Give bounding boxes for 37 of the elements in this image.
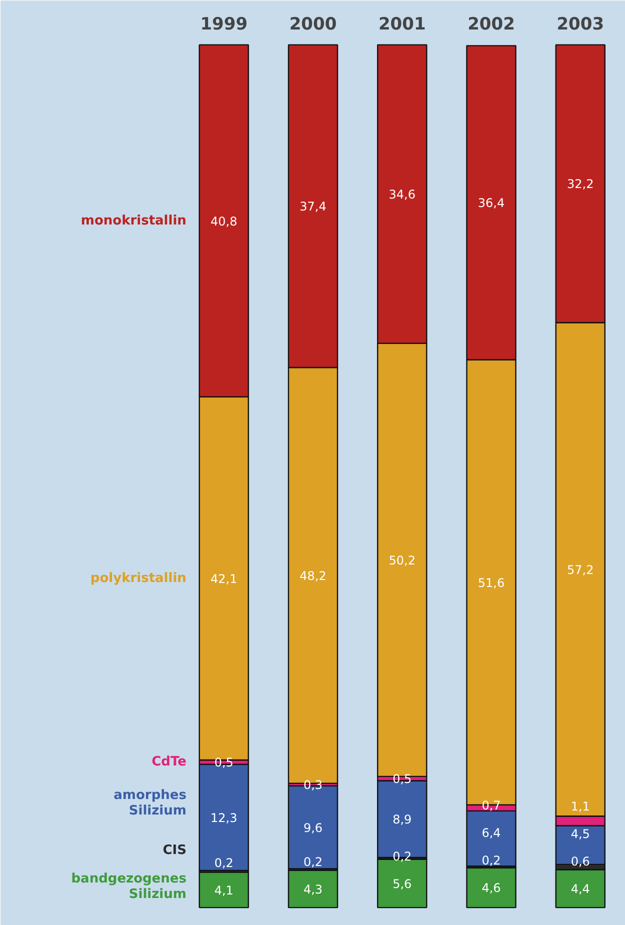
data-label: 40,8 (210, 214, 238, 228)
data-label: 9,6 (303, 820, 323, 835)
data-label: 42,1 (210, 572, 238, 586)
data-label: 48,2 (300, 568, 326, 583)
data-label: 51,6 (478, 576, 505, 590)
x-tick-label: 2001 (378, 14, 426, 34)
data-label: 6,4 (482, 826, 501, 840)
data-label: 0,2 (392, 849, 412, 864)
data-label: 32,2 (567, 177, 594, 192)
data-label: 57,2 (567, 562, 594, 577)
data-label: 4,3 (303, 882, 323, 897)
data-label: 12,3 (210, 810, 238, 825)
x-tick-label: 1999 (200, 14, 248, 34)
data-label: 0,2 (482, 854, 501, 868)
data-label: 34,6 (388, 188, 416, 202)
series-label: CdTe (152, 754, 187, 770)
series-label: amorphes Silizium (114, 788, 187, 819)
data-label: 8,9 (392, 812, 412, 827)
data-label: 4,1 (214, 883, 234, 898)
series-label: polykristallin (90, 570, 186, 586)
data-label: 4,6 (482, 881, 501, 896)
data-label: 0,2 (303, 854, 323, 869)
data-label: 0,5 (214, 756, 234, 770)
data-label: 4,4 (570, 882, 590, 896)
data-label: 50,2 (388, 553, 416, 568)
data-label: 1,1 (570, 799, 590, 814)
series-label: bandgezogenes Silizium (71, 871, 187, 902)
data-label: 0,2 (214, 856, 234, 870)
data-label: 36,4 (478, 196, 505, 210)
data-label: 5,6 (392, 876, 412, 891)
data-label: 4,5 (570, 826, 590, 841)
x-tick-label: 2000 (289, 14, 337, 34)
series-label: monokristallin (80, 213, 186, 228)
data-label: 37,4 (300, 200, 326, 214)
x-tick-label: 2002 (468, 14, 515, 34)
series-label: CIS (162, 843, 186, 858)
x-tick-label: 2003 (556, 14, 604, 34)
